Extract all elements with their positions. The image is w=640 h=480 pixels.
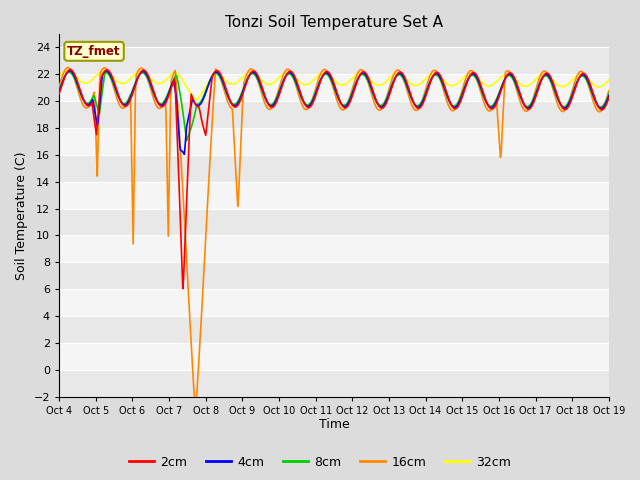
8cm (65, 70, 73, 75)
32cm (177, 74, 184, 80)
Legend: 2cm, 4cm, 8cm, 16cm, 32cm: 2cm, 4cm, 8cm, 16cm, 32cm (124, 451, 516, 474)
Bar (59, 155, 609, 182)
Line: 8cm: 8cm (59, 72, 609, 141)
Text: TZ_fmet: TZ_fmet (67, 45, 121, 58)
Line: 32cm: 32cm (59, 71, 609, 100)
4cm (177, 147, 184, 153)
X-axis label: Time: Time (319, 419, 349, 432)
Bar (59, 370, 609, 396)
2cm (327, 73, 335, 79)
8cm (605, 91, 612, 97)
16cm (191, 400, 199, 406)
8cm (327, 77, 335, 83)
Y-axis label: Soil Temperature (C): Soil Temperature (C) (15, 151, 28, 279)
16cm (556, 107, 564, 112)
32cm (63, 68, 71, 74)
32cm (55, 73, 63, 79)
32cm (201, 85, 209, 91)
2cm (55, 91, 63, 97)
2cm (67, 67, 74, 72)
4cm (180, 152, 188, 157)
4cm (327, 75, 335, 81)
8cm (177, 93, 184, 99)
4cm (201, 92, 209, 98)
16cm (381, 101, 388, 107)
2cm (177, 221, 184, 227)
4cm (556, 100, 564, 106)
2cm (179, 286, 187, 291)
16cm (605, 88, 612, 94)
8cm (55, 87, 63, 93)
8cm (381, 100, 388, 106)
Bar (59, 101, 609, 128)
8cm (201, 90, 209, 96)
4cm (66, 68, 74, 74)
32cm (556, 84, 564, 89)
Line: 2cm: 2cm (59, 70, 609, 288)
4cm (435, 72, 442, 78)
Bar (59, 128, 609, 155)
2cm (201, 130, 209, 136)
Bar (59, 48, 609, 74)
16cm (65, 65, 72, 71)
Bar (59, 235, 609, 262)
Bar (59, 262, 609, 289)
16cm (327, 78, 335, 84)
8cm (556, 100, 564, 106)
Title: Tonzi Soil Temperature Set A: Tonzi Soil Temperature Set A (225, 15, 443, 30)
16cm (201, 250, 209, 255)
2cm (605, 95, 612, 101)
32cm (605, 77, 612, 83)
8cm (183, 138, 191, 144)
32cm (193, 97, 200, 103)
Bar (59, 343, 609, 370)
32cm (381, 80, 388, 86)
Bar (59, 208, 609, 235)
16cm (435, 72, 442, 78)
16cm (55, 84, 63, 90)
32cm (327, 74, 335, 80)
Bar (59, 74, 609, 101)
16cm (177, 147, 184, 153)
2cm (556, 100, 564, 106)
2cm (381, 104, 388, 109)
Line: 16cm: 16cm (59, 68, 609, 403)
Bar (59, 316, 609, 343)
4cm (605, 93, 612, 99)
8cm (435, 74, 442, 80)
Bar (59, 182, 609, 208)
32cm (435, 72, 442, 78)
4cm (381, 102, 388, 108)
4cm (55, 89, 63, 95)
Line: 4cm: 4cm (59, 71, 609, 155)
2cm (435, 70, 442, 76)
Bar (59, 289, 609, 316)
